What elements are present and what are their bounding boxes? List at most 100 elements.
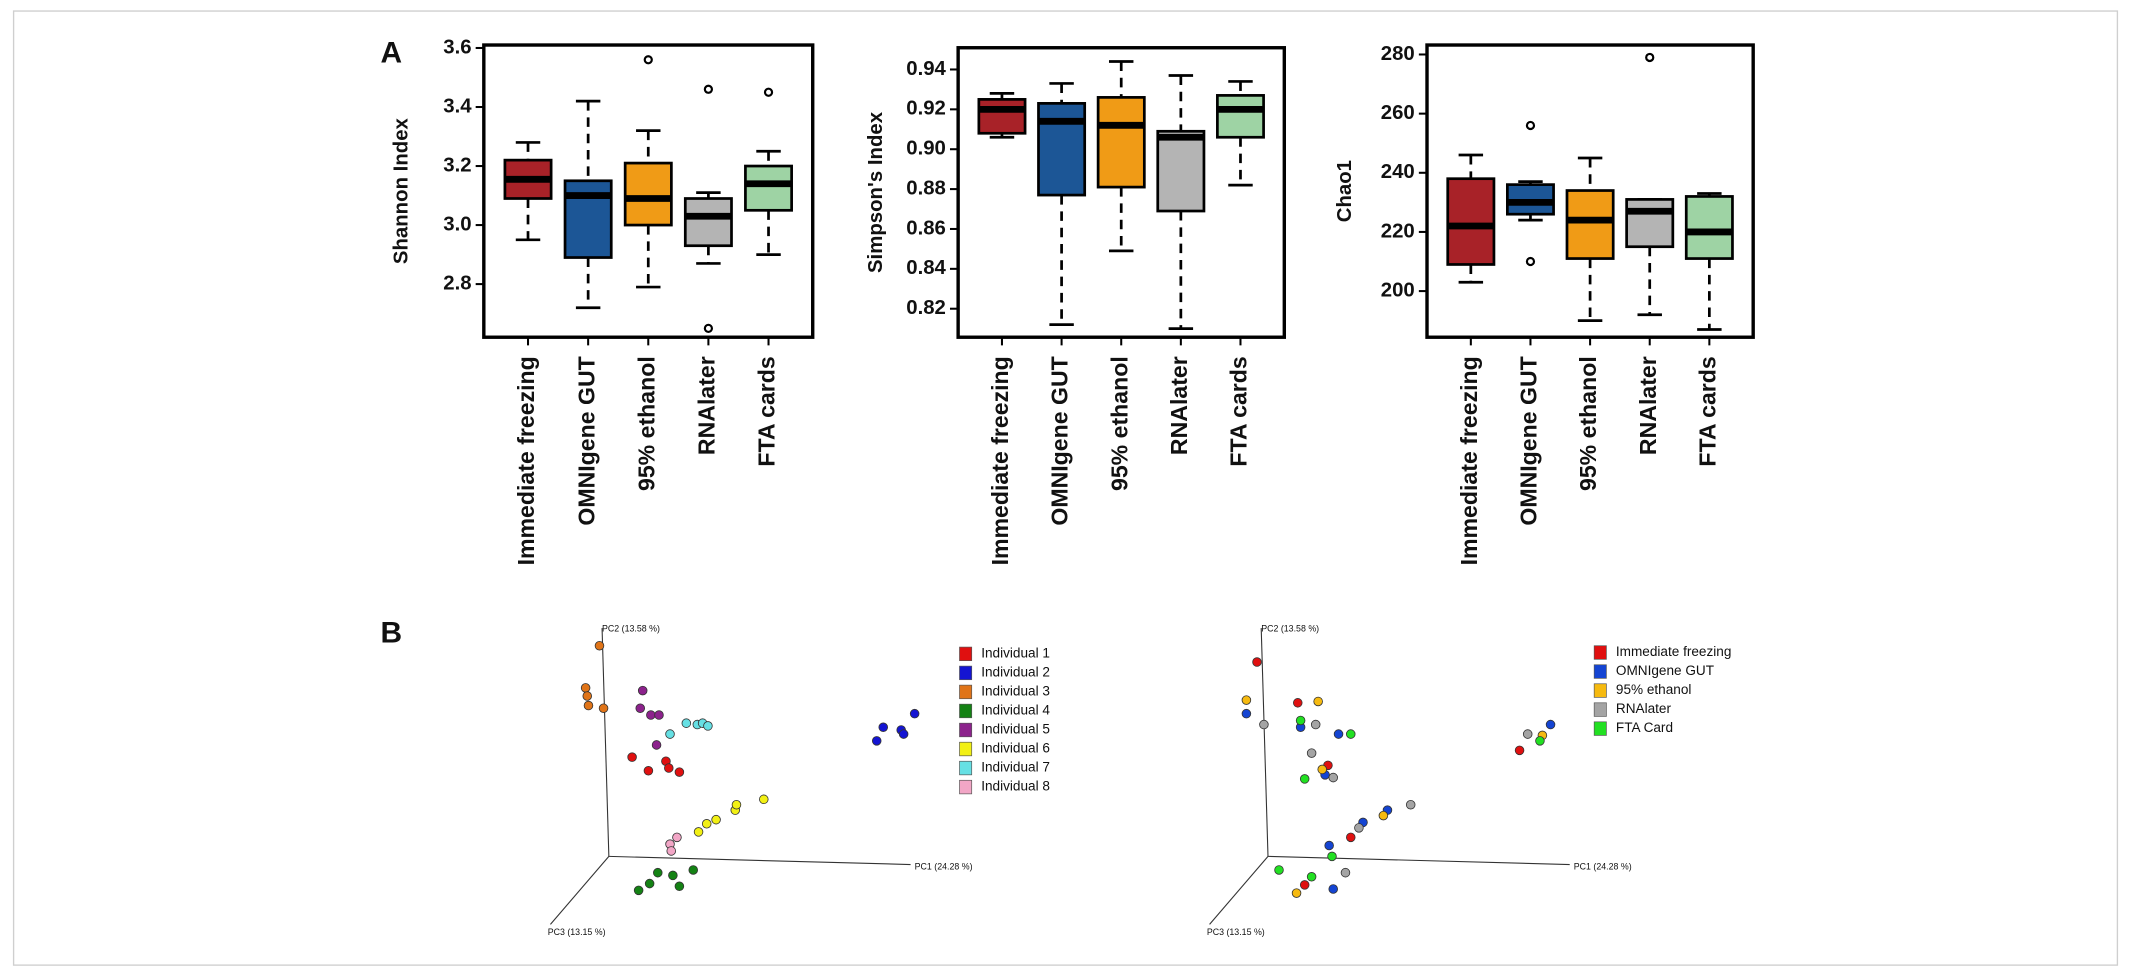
point	[666, 846, 676, 856]
box	[744, 164, 793, 212]
x-tick-label: RNAlater	[1166, 356, 1192, 455]
pc3-label: PC3 (13.15 %)	[1207, 927, 1265, 937]
point	[582, 691, 593, 701]
point	[1354, 823, 1364, 833]
y-tick-label: 280	[1381, 43, 1415, 65]
y-tick-label: 0.82	[906, 297, 946, 319]
point	[1241, 695, 1252, 705]
point	[878, 722, 889, 733]
y-tick-label: 200	[1381, 279, 1415, 301]
outlier	[643, 55, 653, 65]
point	[1310, 719, 1321, 730]
point	[1545, 719, 1556, 730]
outlier	[763, 87, 774, 97]
point	[688, 865, 699, 875]
pc1-label: PC1 (24.28 %)	[1574, 862, 1632, 872]
outlier	[1525, 256, 1536, 267]
point	[1299, 880, 1310, 890]
legend-swatch	[959, 779, 973, 795]
point	[1313, 696, 1323, 707]
point	[898, 729, 909, 739]
point	[1295, 715, 1306, 726]
pc2-axis	[1260, 628, 1269, 857]
y-tick-label: 3.4	[443, 95, 472, 117]
box	[1446, 177, 1496, 266]
point	[633, 885, 644, 896]
point	[646, 710, 656, 720]
point	[635, 703, 646, 714]
point	[1328, 884, 1338, 894]
legend-swatch	[959, 665, 973, 681]
legend-swatch	[959, 741, 973, 757]
outlier	[1525, 120, 1536, 131]
y-tick-label: 240	[1381, 161, 1415, 183]
y-tick-label: 3.6	[443, 36, 471, 58]
box	[1565, 189, 1615, 260]
y-tick-label: 260	[1381, 102, 1415, 124]
legend-label: RNAlater	[1616, 701, 1672, 716]
outlier	[703, 84, 714, 94]
point	[1252, 657, 1262, 667]
point	[701, 819, 712, 829]
legend-label: Individual 2	[981, 665, 1050, 680]
pc2-label: PC2 (13.58 %)	[602, 624, 660, 634]
outlier	[1645, 52, 1655, 63]
outlier	[703, 323, 714, 333]
point	[1293, 698, 1303, 708]
x-tick-label: FTA cards	[1694, 356, 1720, 466]
box	[1625, 198, 1675, 249]
point	[674, 881, 685, 892]
point	[1274, 865, 1284, 875]
x-tick-label: OMNIgene GUT	[573, 356, 599, 525]
x-tick-label: 95% ethanol	[633, 356, 659, 491]
point	[711, 814, 721, 825]
point	[1241, 708, 1252, 719]
legend-label: Individual 8	[981, 779, 1050, 794]
point	[583, 700, 594, 711]
pc1-label: PC1 (24.28 %)	[915, 862, 973, 872]
point	[703, 721, 713, 731]
box	[1156, 129, 1206, 213]
legend-label: Immediate freezing	[1616, 644, 1731, 659]
point	[627, 752, 637, 762]
plot-frame	[482, 43, 815, 339]
plot-frame	[1425, 43, 1755, 339]
x-tick-label: RNAlater	[694, 356, 720, 455]
x-tick-label: FTA cards	[754, 356, 780, 466]
point	[643, 766, 654, 776]
legend-swatch	[1593, 683, 1607, 698]
y-axis-label: Chao1	[1334, 160, 1356, 222]
point	[1378, 810, 1389, 821]
point	[1317, 764, 1327, 775]
pc3-axis	[1209, 856, 1269, 925]
point	[668, 870, 678, 881]
panel-label: B	[381, 617, 403, 650]
pc2-label: PC2 (13.58 %)	[1261, 624, 1319, 634]
point	[1328, 772, 1338, 783]
point	[654, 710, 664, 720]
x-tick-label: Immediate freezing	[1456, 356, 1482, 565]
legend-swatch	[1593, 702, 1607, 717]
legend-label: Individual 4	[981, 703, 1050, 718]
point	[681, 718, 692, 728]
y-tick-label: 3.0	[443, 213, 471, 235]
pc1-axis	[1267, 855, 1570, 866]
point	[1327, 851, 1337, 862]
box	[1096, 96, 1146, 189]
point	[871, 736, 882, 746]
legend-swatch	[959, 760, 973, 776]
pc3-axis	[550, 856, 610, 925]
y-tick-label: 3.2	[443, 154, 471, 176]
point	[759, 794, 769, 805]
point	[1346, 729, 1356, 739]
point	[665, 729, 675, 739]
point	[909, 708, 920, 719]
x-tick-label: RNAlater	[1635, 356, 1661, 455]
y-tick-label: 0.94	[906, 58, 946, 80]
point	[672, 832, 682, 843]
point	[598, 703, 609, 714]
legend-swatch	[959, 684, 973, 700]
legend-swatch	[1593, 664, 1607, 679]
point	[580, 683, 591, 693]
